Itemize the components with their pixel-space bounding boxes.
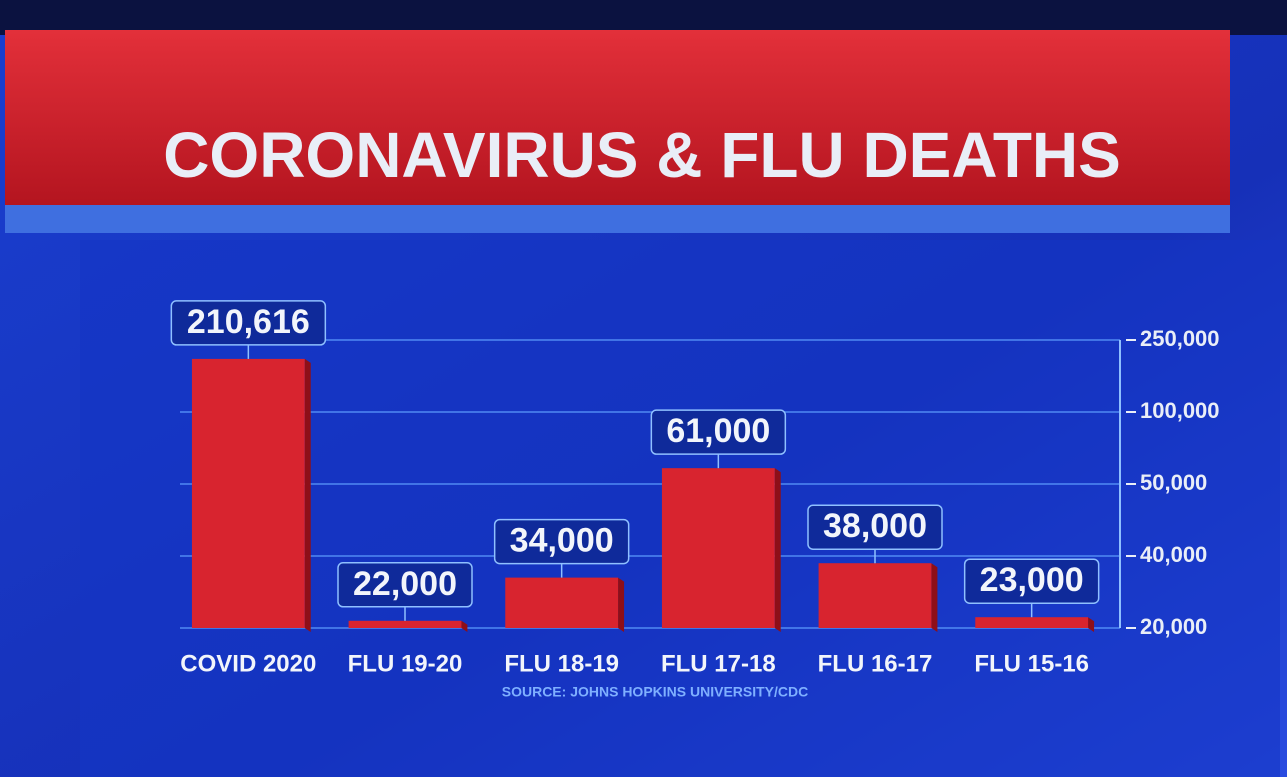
y-tick-label: 20,000 xyxy=(1140,614,1207,639)
bar-side xyxy=(775,468,781,632)
value-label: 34,000 xyxy=(510,522,614,560)
bar xyxy=(662,468,775,628)
page: {"chart_data": { "type": "bar", "title":… xyxy=(0,0,1287,777)
bar xyxy=(975,617,1088,628)
x-tick-label: FLU 16-17 xyxy=(818,650,933,677)
x-tick-label: FLU 15-16 xyxy=(974,650,1089,677)
chart-title: CORONAVIRUS & FLU DEATHS xyxy=(163,119,1121,191)
x-tick-label: FLU 19-20 xyxy=(348,650,463,677)
banner-shadow xyxy=(5,205,1230,233)
bar-side xyxy=(618,578,624,632)
bar xyxy=(192,359,305,628)
bar xyxy=(349,621,462,628)
x-tick-label: FLU 18-19 xyxy=(504,650,619,677)
y-tick-label: 250,000 xyxy=(1140,326,1220,351)
bar-side xyxy=(305,359,311,632)
value-label: 22,000 xyxy=(353,565,457,603)
y-tick-label: 100,000 xyxy=(1140,398,1220,423)
value-label: 38,000 xyxy=(823,507,927,545)
y-tick-label: 40,000 xyxy=(1140,542,1207,567)
source: SOURCE: JOHNS HOPKINS UNIVERSITY/CDC xyxy=(502,684,808,700)
bar xyxy=(505,578,618,628)
bar-side xyxy=(931,563,937,632)
value-label: 210,616 xyxy=(187,303,310,341)
y-tick-label: 50,000 xyxy=(1140,470,1207,495)
x-tick-label: COVID 2020 xyxy=(180,650,316,677)
bar xyxy=(819,563,932,628)
value-label: 23,000 xyxy=(980,561,1084,599)
value-label: 61,000 xyxy=(666,412,770,450)
chart: CORONAVIRUS & FLU DEATHS SOURCE: JOHNS H… xyxy=(0,0,1287,777)
top-band xyxy=(0,0,1287,35)
x-tick-label: FLU 17-18 xyxy=(661,650,776,677)
